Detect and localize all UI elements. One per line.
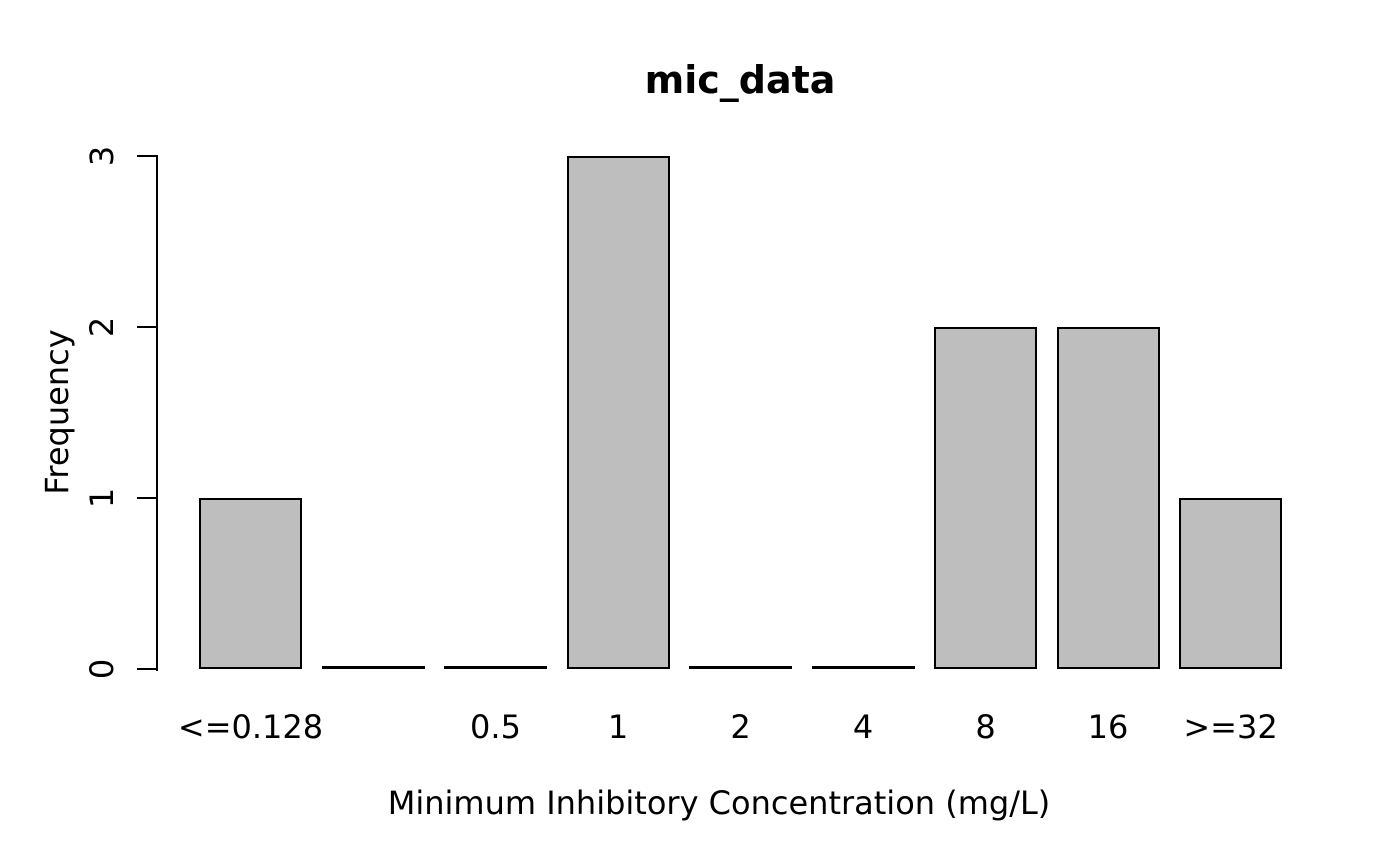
bar [1056, 327, 1160, 669]
bar [689, 666, 792, 669]
x-tick-label: >=32 [1183, 708, 1278, 746]
x-tick-label: 0.5 [470, 708, 521, 746]
y-tick-label: 2 [83, 316, 121, 338]
y-tick-label: 0 [83, 658, 121, 680]
bar [811, 666, 915, 669]
y-axis-line [156, 155, 158, 671]
y-tick-mark [137, 497, 157, 499]
y-tick-label: 1 [83, 487, 121, 509]
x-axis-label: Minimum Inhibitory Concentration (mg/L) [387, 784, 1051, 822]
bar [934, 327, 1037, 669]
bar [1179, 498, 1282, 669]
y-tick-mark [137, 155, 157, 157]
y-tick-label: 3 [83, 145, 121, 167]
y-tick-mark [137, 668, 157, 670]
y-axis-label: Frequency [38, 329, 76, 495]
x-tick-label: 1 [607, 708, 629, 746]
x-tick-label: <=0.128 [177, 708, 324, 746]
bar [321, 666, 425, 669]
y-tick-mark [137, 326, 157, 328]
x-tick-label: 16 [1087, 708, 1129, 746]
x-tick-label: 4 [852, 708, 874, 746]
bar [199, 498, 302, 669]
chart-title: mic_data [644, 58, 836, 102]
x-tick-label: 8 [975, 708, 996, 746]
bar [444, 666, 547, 669]
bar [566, 156, 670, 669]
x-tick-label: 2 [730, 708, 751, 746]
